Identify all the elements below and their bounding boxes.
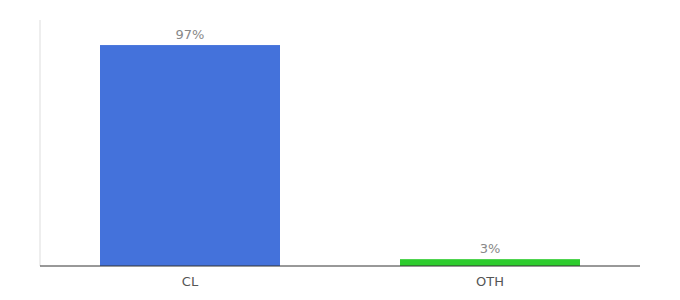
x-tick-label: CL [182, 274, 199, 289]
data-label: 3% [480, 241, 501, 256]
chart-container: CL OTH 97% 3% [0, 0, 680, 300]
data-label: 97% [176, 27, 205, 42]
bar [100, 45, 280, 266]
x-axis-line [40, 266, 640, 267]
chart: CL OTH 97% 3% [0, 0, 680, 300]
y-axis-line [40, 20, 41, 266]
bars [100, 45, 580, 266]
bar [400, 259, 580, 266]
x-tick-label: OTH [476, 274, 504, 289]
